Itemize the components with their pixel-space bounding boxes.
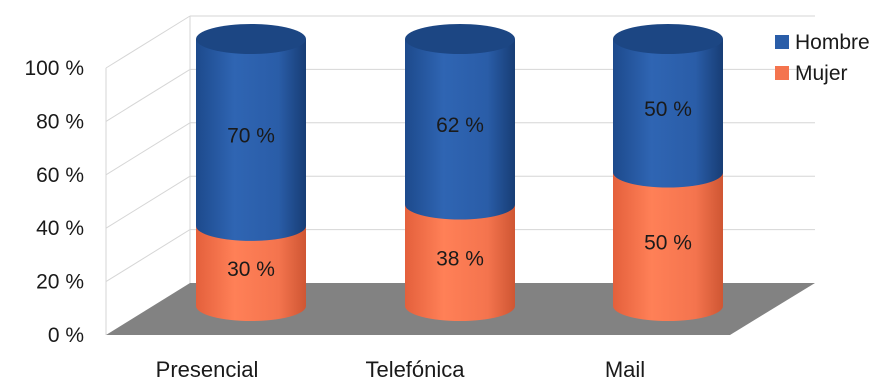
bar-mujer-0 (196, 225, 306, 321)
data-label: 50 % (644, 231, 692, 254)
legend: Hombre Mujer (775, 31, 870, 85)
gridline-side (105, 229, 191, 283)
data-label: 30 % (227, 258, 275, 281)
legend-label: Hombre (795, 31, 870, 54)
bar-hombre-2 (613, 39, 723, 188)
category-labels: Presencial Telefónica Mail (156, 357, 646, 382)
category-label: Presencial (156, 357, 259, 382)
gridline-side (105, 122, 191, 176)
bars (196, 24, 723, 321)
y-tick-label: 100 % (24, 57, 84, 80)
data-label: 70 % (227, 124, 275, 147)
bar-top-cap (613, 24, 723, 54)
y-tick-label: 40 % (36, 217, 84, 240)
category-label: Telefónica (365, 357, 465, 382)
bar-top-cap (405, 24, 515, 54)
y-tick-label: 20 % (36, 271, 84, 294)
bar-hombre-1 (405, 39, 515, 220)
y-axis-ticks: 0 % 20 % 40 % 60 % 80 % 100 % (24, 57, 84, 347)
category-label: Mail (605, 357, 645, 382)
data-label: 62 % (436, 114, 484, 137)
legend-swatch (775, 66, 789, 80)
y-tick-label: 60 % (36, 164, 84, 187)
data-label: 38 % (436, 247, 484, 270)
bar-hombre-0 (196, 39, 306, 241)
gridline-side (105, 68, 191, 122)
gridline-side (105, 15, 191, 69)
data-labels: 30 % 70 % 38 % 62 % 50 % 50 % (227, 98, 692, 281)
legend-label: Mujer (795, 62, 848, 85)
bar-mujer-2 (613, 172, 723, 321)
y-tick-label: 0 % (48, 324, 84, 347)
bar-top-cap (196, 24, 306, 54)
y-tick-label: 80 % (36, 110, 84, 133)
legend-swatch (775, 35, 789, 49)
data-label: 50 % (644, 98, 692, 121)
bar-mujer-1 (405, 204, 515, 321)
gridline-side (105, 175, 191, 229)
